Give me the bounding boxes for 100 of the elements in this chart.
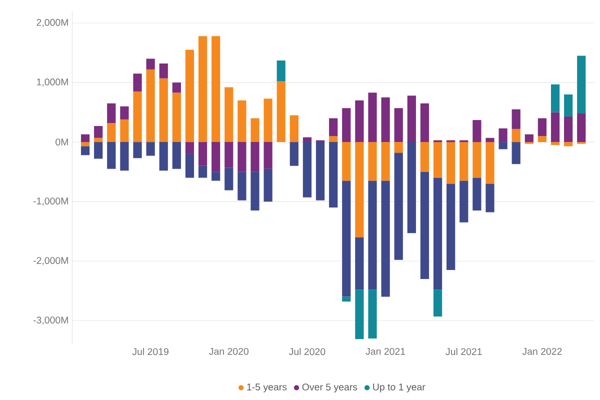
bar bbox=[577, 56, 586, 114]
bar bbox=[472, 178, 482, 211]
bar bbox=[342, 180, 351, 297]
bar bbox=[420, 172, 430, 279]
bar bbox=[224, 87, 234, 142]
x-tick-label: Jul 2020 bbox=[288, 348, 326, 356]
bar bbox=[290, 115, 298, 142]
bar bbox=[120, 119, 129, 142]
bar bbox=[433, 142, 442, 178]
bar bbox=[212, 142, 220, 172]
bar bbox=[368, 142, 377, 181]
bar bbox=[133, 74, 142, 92]
legend-label: 1-5 years bbox=[247, 384, 287, 392]
bar bbox=[224, 168, 234, 190]
bar bbox=[355, 237, 364, 290]
bar bbox=[120, 142, 129, 171]
bar bbox=[472, 120, 482, 142]
bar bbox=[538, 136, 547, 142]
bar bbox=[212, 172, 220, 181]
bar bbox=[512, 142, 520, 164]
bar bbox=[460, 142, 468, 181]
bar bbox=[512, 128, 520, 142]
y-tick-label: 0M bbox=[56, 138, 68, 146]
bar bbox=[355, 100, 364, 142]
bar bbox=[107, 123, 116, 142]
bar bbox=[159, 78, 168, 142]
bar bbox=[159, 63, 168, 78]
bar bbox=[94, 138, 103, 142]
y-tick-label: -3,000M bbox=[33, 316, 68, 325]
bar bbox=[107, 103, 116, 124]
bar bbox=[433, 178, 442, 290]
bar bbox=[486, 184, 494, 212]
bar bbox=[355, 290, 364, 340]
bar bbox=[172, 142, 181, 169]
bar bbox=[238, 142, 246, 172]
bar bbox=[342, 108, 351, 142]
bar bbox=[394, 152, 403, 260]
bar bbox=[486, 142, 494, 184]
bar bbox=[460, 180, 468, 222]
bar bbox=[564, 94, 573, 116]
x-tick-label: Jan 2020 bbox=[209, 348, 248, 355]
bar bbox=[80, 142, 90, 146]
bar bbox=[564, 116, 573, 142]
bar bbox=[512, 109, 520, 129]
bar bbox=[524, 134, 534, 142]
bar bbox=[80, 146, 90, 156]
bar bbox=[159, 142, 168, 171]
bar bbox=[550, 142, 560, 146]
x-tick-label: Jul 2019 bbox=[132, 348, 168, 356]
bar bbox=[564, 142, 573, 146]
bar bbox=[498, 142, 508, 150]
bar bbox=[577, 113, 586, 142]
bar bbox=[276, 81, 286, 142]
bar bbox=[381, 97, 390, 142]
bar bbox=[264, 98, 272, 142]
bar bbox=[94, 126, 103, 138]
y-tick-label: 2,000M bbox=[36, 19, 68, 28]
bar bbox=[407, 142, 416, 234]
y-tick-label: -2,000M bbox=[33, 257, 68, 266]
bar bbox=[472, 142, 482, 178]
bar bbox=[446, 142, 456, 184]
bar bbox=[94, 142, 103, 159]
bar bbox=[120, 106, 129, 120]
bar bbox=[538, 118, 547, 136]
bar bbox=[550, 84, 560, 112]
bar bbox=[133, 91, 142, 142]
bar bbox=[446, 184, 456, 270]
bar bbox=[250, 172, 260, 211]
bar bbox=[302, 142, 312, 198]
bar bbox=[198, 142, 208, 166]
bar bbox=[342, 142, 351, 181]
bar bbox=[407, 96, 416, 142]
bar bbox=[486, 138, 494, 142]
bar bbox=[355, 142, 364, 238]
bar bbox=[394, 142, 403, 153]
x-tick-label: Jul 2021 bbox=[446, 348, 482, 356]
bar bbox=[550, 112, 560, 142]
bar bbox=[185, 50, 194, 142]
bar bbox=[238, 172, 246, 200]
bar bbox=[420, 103, 430, 142]
y-tick-label: 1,000M bbox=[37, 78, 68, 87]
bar bbox=[329, 136, 338, 142]
bar bbox=[342, 296, 351, 302]
bar bbox=[368, 290, 377, 338]
bar bbox=[212, 36, 220, 142]
legend-label: Up to 1 year bbox=[373, 384, 426, 392]
bar bbox=[368, 92, 377, 142]
bar bbox=[302, 137, 312, 142]
bar bbox=[329, 118, 338, 136]
bar bbox=[250, 118, 260, 142]
bar bbox=[238, 100, 246, 142]
bar bbox=[394, 108, 403, 142]
bar bbox=[146, 142, 155, 156]
bar bbox=[172, 82, 181, 93]
bar bbox=[498, 128, 508, 142]
bar bbox=[185, 142, 194, 154]
legend-label: Over 5 years bbox=[302, 384, 358, 392]
bar bbox=[329, 142, 338, 208]
bar bbox=[381, 180, 390, 297]
bar bbox=[107, 142, 116, 169]
